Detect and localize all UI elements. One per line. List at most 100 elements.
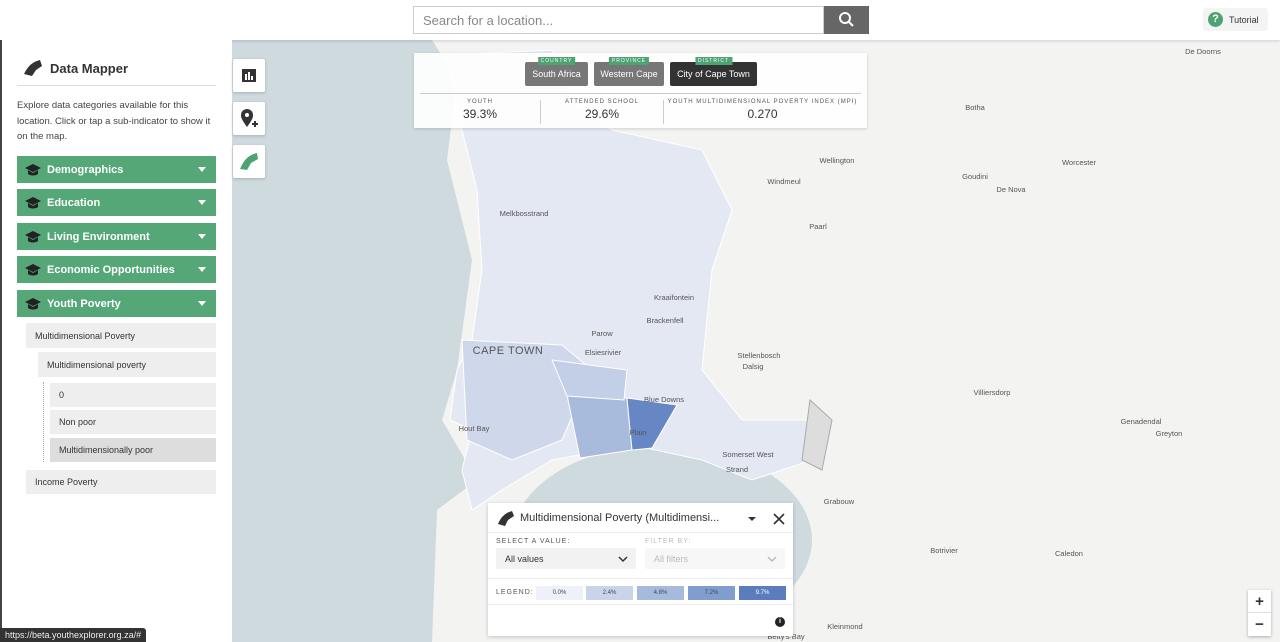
category[interactable]: Living Environment xyxy=(17,223,216,250)
place-label: Goudini xyxy=(962,172,988,181)
divider xyxy=(17,85,216,86)
legend-item: 7.2% xyxy=(688,586,735,600)
tutorial-button[interactable]: ? Tutorial xyxy=(1203,8,1268,31)
legend-item: 4.8% xyxy=(637,586,684,600)
place-label: Genadendal xyxy=(1121,417,1162,426)
search-icon xyxy=(839,12,854,27)
search-button[interactable] xyxy=(824,6,869,34)
divider xyxy=(488,578,793,579)
panel-controls[interactable] xyxy=(746,511,788,527)
place-label: Elsiesrivier xyxy=(585,348,622,357)
place-label: Brackenfell xyxy=(646,316,683,325)
divider xyxy=(663,100,664,124)
stat-label: YOUTH xyxy=(467,99,493,105)
legend-label: LEGEND: xyxy=(496,589,534,596)
place-label: Villiersdorp xyxy=(974,388,1011,397)
panel-title: Multidimensional Poverty (Multidimensi..… xyxy=(520,512,720,524)
indicator[interactable]: Multidimensional poverty xyxy=(38,352,216,377)
place-label: Betty's Bay xyxy=(767,632,805,641)
place-label: Worcester xyxy=(1062,158,1097,167)
zoom-out[interactable]: − xyxy=(1255,616,1264,633)
place-label: Grabouw xyxy=(824,497,855,506)
mapper-icon xyxy=(240,153,258,170)
place-label: Kleinmond xyxy=(827,622,862,631)
breadcrumb-level: COUNTRY xyxy=(537,57,576,65)
breadcrumb[interactable]: City of Cape Town DISTRICT xyxy=(670,57,757,86)
divider xyxy=(488,532,793,533)
value-option[interactable]: Non poor xyxy=(50,410,216,434)
place-label: Blue Downs xyxy=(644,395,684,404)
stat-label: YOUTH MULTIDIMENSIONAL POVERTY INDEX (MP… xyxy=(667,99,858,105)
place-label: Melkbosstrand xyxy=(500,209,549,218)
place-label: Parow xyxy=(591,329,613,338)
select-label: SELECT A VALUE: xyxy=(496,538,571,545)
value-select[interactable]: All values xyxy=(496,548,636,569)
place-label: Somerset West xyxy=(722,450,774,459)
place-label: Kraaifontein xyxy=(654,293,694,302)
place-label: De Nova xyxy=(996,185,1026,194)
filter-label: FILTER BY: xyxy=(645,538,692,545)
stat-value: 39.3% xyxy=(462,107,498,121)
value-option[interactable]: 0 xyxy=(50,383,216,407)
place-label: Paarl xyxy=(809,222,827,231)
place-label: Dalsig xyxy=(743,362,764,371)
subcategory[interactable]: Multidimensional Poverty xyxy=(26,323,216,348)
breadcrumb-level: DISTRICT xyxy=(694,57,733,65)
category[interactable]: Education xyxy=(17,189,216,216)
caret xyxy=(618,556,628,563)
place-label: Windmeul xyxy=(767,177,801,186)
category[interactable]: Demographics xyxy=(17,156,216,183)
legend-item: 0.0% xyxy=(536,586,583,600)
category[interactable]: Economic Opportunities xyxy=(17,256,216,283)
map[interactable]: De Doorns Botha Wellington Worcester Windmeu… xyxy=(232,40,1280,642)
chart-icon xyxy=(242,69,256,82)
place-label: Hout Bay xyxy=(459,424,490,433)
category[interactable]: Youth Poverty xyxy=(17,290,216,317)
chart-tool[interactable] xyxy=(233,59,265,92)
stat-value: 0.270 xyxy=(747,107,778,121)
value-option[interactable]: Multidimensionally poor xyxy=(50,438,216,462)
place-label: De Doorns xyxy=(1185,47,1221,56)
place-label: Strand xyxy=(726,465,748,474)
legend-item: 9.7% xyxy=(739,586,786,600)
place-label: Wellington xyxy=(820,156,855,165)
place-label: Stellenbosch xyxy=(738,351,781,360)
filter-select[interactable]: All filters xyxy=(645,548,785,569)
sidebar-title: Data Mapper xyxy=(50,61,129,76)
place-label: Caledon xyxy=(1055,549,1083,558)
stat-label: ATTENDED SCHOOL xyxy=(565,99,639,105)
help-icon: ? xyxy=(1208,12,1223,27)
sidebar-description: Explore data categories available for th… xyxy=(17,100,211,142)
subcategory[interactable]: Income Poverty xyxy=(26,470,216,494)
tutorial-label: Tutorial xyxy=(1229,14,1259,25)
mapper-panel: Multidimensional Poverty (Multidimensi..… xyxy=(488,503,793,636)
category-icon xyxy=(25,164,41,176)
place-label: Botha xyxy=(965,103,985,112)
caret xyxy=(767,556,777,563)
breadcrumb-level: PROVINCE xyxy=(608,57,650,65)
place-label: Greyton xyxy=(1156,429,1183,438)
divider xyxy=(488,604,793,605)
place-label: Botrivier xyxy=(930,546,958,555)
breadcrumb[interactable]: South Africa COUNTRY xyxy=(525,57,588,86)
stat-value: 29.6% xyxy=(584,107,620,121)
divider xyxy=(540,100,541,124)
location-tool[interactable] xyxy=(233,102,265,135)
pin-icon xyxy=(241,109,258,127)
data-mapper-tool[interactable] xyxy=(233,145,265,178)
zoom-control: + − xyxy=(1248,590,1271,636)
divider xyxy=(420,93,861,94)
place-label: CAPE TOWN xyxy=(473,345,544,357)
search-input[interactable]: Search for a location... xyxy=(413,6,824,34)
zoom-in[interactable]: + xyxy=(1248,590,1271,613)
info-icon[interactable]: i xyxy=(775,617,785,627)
breadcrumb[interactable]: Western Cape PROVINCE xyxy=(594,57,664,86)
status-url: https://beta.youthexplorer.org.za/# xyxy=(0,628,147,642)
panel-icon xyxy=(498,511,514,526)
place-label: Plain xyxy=(630,428,647,437)
category-icon xyxy=(25,264,41,276)
category-icon xyxy=(25,231,41,243)
category-icon xyxy=(25,197,41,209)
category-icon xyxy=(25,298,41,310)
